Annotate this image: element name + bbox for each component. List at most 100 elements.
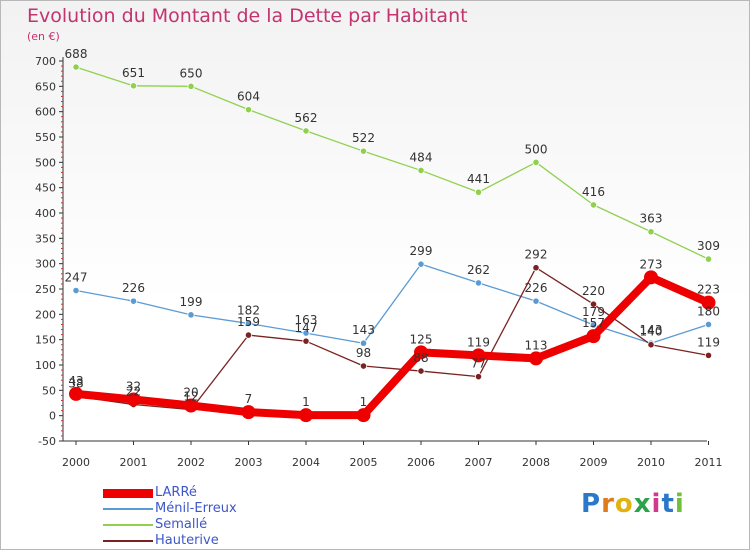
series-point-1	[244, 319, 253, 328]
y-tick-label: 0	[49, 410, 56, 423]
series-point-0	[644, 270, 658, 285]
x-tick-label: 2001	[120, 456, 148, 469]
x-tick-label: 2002	[177, 456, 205, 469]
series-point-1	[417, 260, 425, 268]
series-point-1	[359, 339, 368, 347]
data-label-0: 1	[360, 395, 368, 409]
data-label-1: 199	[180, 295, 203, 309]
logo-letter: i	[651, 489, 662, 519]
data-label-3: 119	[697, 335, 720, 349]
series-point-2	[474, 188, 483, 196]
legend-label: Semallé	[155, 517, 208, 532]
series-point-0	[529, 351, 543, 366]
y-tick-label: 400	[35, 207, 56, 220]
x-tick-label: 2007	[465, 456, 493, 469]
series-line-3	[75, 267, 710, 411]
series-point-3	[244, 331, 253, 339]
y-tick-label: 50	[42, 384, 56, 397]
series-point-1	[704, 320, 713, 329]
logo-letter: t	[661, 489, 675, 519]
y-tick-label: 600	[35, 106, 56, 119]
data-label-3: 147	[295, 321, 318, 335]
data-label-2: 562	[295, 111, 318, 125]
y-tick-label: 300	[35, 258, 56, 271]
data-label-1: 226	[525, 281, 548, 295]
x-tick-label: 2000	[62, 456, 90, 469]
data-label-2: 688	[65, 47, 88, 61]
data-label-2: 604	[237, 90, 260, 104]
data-label-3: 140	[640, 325, 663, 339]
series-point-3	[359, 362, 368, 370]
y-tick-label: 200	[35, 308, 56, 321]
series-point-2	[704, 255, 713, 263]
legend-swatch	[103, 488, 153, 498]
data-label-3: 292	[525, 248, 548, 262]
series-point-3	[704, 351, 713, 359]
data-label-3: 22	[126, 385, 141, 399]
series-point-0	[586, 329, 601, 344]
series-point-0	[69, 386, 83, 401]
logo-letter: o	[614, 489, 634, 519]
series-point-2	[417, 166, 425, 175]
y-tick-label: 500	[35, 156, 56, 169]
data-label-2: 363	[640, 212, 663, 226]
series-point-0	[356, 408, 371, 423]
series-point-2	[589, 201, 598, 209]
data-label-3: 159	[237, 315, 260, 329]
series-point-2	[302, 127, 310, 135]
data-label-0: 43	[68, 374, 83, 388]
y-tick-label: 550	[35, 131, 56, 144]
x-tick-label: 2006	[407, 456, 435, 469]
data-label-2: 522	[352, 131, 375, 145]
logo-letter: P	[581, 489, 602, 519]
data-label-0: 157	[582, 316, 605, 330]
logo-letter: r	[601, 489, 615, 519]
series-point-2	[359, 147, 368, 155]
data-label-1: 180	[697, 304, 720, 318]
x-tick-label: 2004	[292, 456, 320, 469]
series-point-3	[647, 341, 655, 349]
data-label-3: 220	[582, 284, 605, 298]
y-tick-label: 650	[35, 80, 56, 93]
series-point-1	[474, 279, 483, 287]
data-label-3: 98	[356, 346, 371, 360]
series-point-1	[187, 311, 195, 319]
series-point-0	[126, 392, 141, 407]
series-point-0	[241, 405, 256, 420]
series-point-0	[299, 408, 313, 423]
y-tick-label: -50	[38, 435, 56, 448]
series-point-1	[532, 297, 540, 305]
series-point-0	[184, 398, 198, 413]
data-label-2: 416	[582, 185, 605, 199]
data-label-1: 143	[640, 323, 663, 337]
logo-letter: i	[674, 489, 685, 519]
data-label-0: 125	[410, 332, 433, 346]
legend-swatch	[103, 508, 153, 510]
series-point-3	[417, 367, 425, 375]
proxiti-logo: Proxiti	[581, 489, 685, 519]
data-label-1: 226	[122, 281, 145, 295]
series-point-1	[589, 321, 598, 329]
legend-label: Hauterive	[155, 533, 219, 548]
series-point-3	[474, 373, 483, 381]
series-line-0	[72, 273, 713, 420]
x-tick-label: 2008	[522, 456, 550, 469]
series-point-0	[414, 345, 428, 360]
data-label-2: 500	[525, 142, 548, 156]
data-label-1: 182	[237, 303, 260, 317]
y-tick-label: 450	[35, 182, 56, 195]
logo-letter: x	[633, 489, 652, 519]
y-tick-label: 350	[35, 232, 56, 245]
data-label-1: 247	[65, 271, 88, 285]
y-tick-label: 100	[35, 359, 56, 372]
chart-title: Evolution du Montant de la Dette par Hab…	[27, 5, 468, 27]
y-tick-label: 150	[35, 334, 56, 347]
data-label-1: 143	[352, 323, 375, 337]
data-label-3: 38	[68, 376, 83, 390]
data-label-1: 163	[295, 313, 318, 327]
data-label-1: 262	[467, 263, 490, 277]
data-label-1: 179	[582, 305, 605, 319]
x-tick-label: 2009	[580, 456, 608, 469]
data-label-3: 77	[471, 357, 486, 371]
